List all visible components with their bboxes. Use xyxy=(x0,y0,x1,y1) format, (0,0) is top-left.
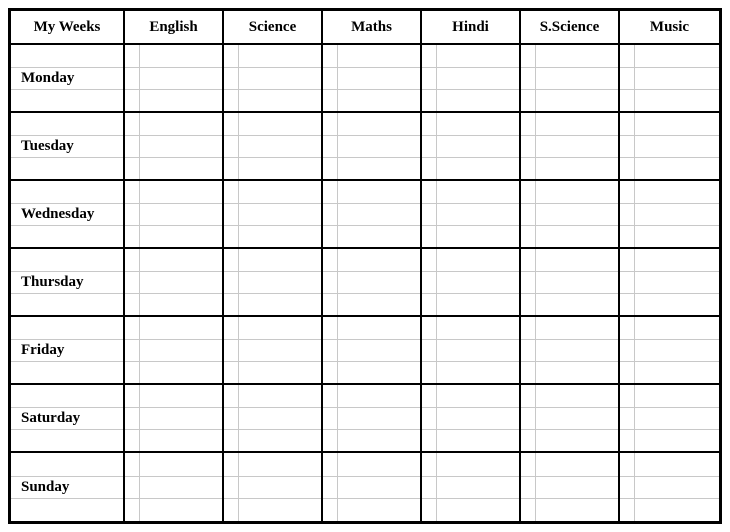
header-label: Music xyxy=(620,11,719,43)
table-row: Friday xyxy=(11,317,719,385)
subject-cell xyxy=(125,317,224,383)
subject-cell xyxy=(125,453,224,521)
subject-cell xyxy=(620,317,719,383)
day-label: Saturday xyxy=(11,385,123,451)
subject-cell xyxy=(323,385,422,451)
subject-cell xyxy=(224,385,323,451)
subject-cell xyxy=(125,181,224,247)
subject-cell xyxy=(521,181,620,247)
header-label: Science xyxy=(224,11,321,43)
table-row: Sunday xyxy=(11,453,719,521)
day-label: Thursday xyxy=(11,249,123,315)
subject-cell xyxy=(422,317,521,383)
header-label: S.Science xyxy=(521,11,618,43)
subject-cell xyxy=(521,385,620,451)
subject-cell xyxy=(422,385,521,451)
subject-cell xyxy=(422,181,521,247)
header-cell-science: Science xyxy=(224,11,323,43)
subject-cell xyxy=(521,45,620,111)
subject-cell xyxy=(422,249,521,315)
subject-cell xyxy=(125,45,224,111)
subject-cell xyxy=(323,317,422,383)
day-cell: Wednesday xyxy=(11,181,125,247)
subject-cell xyxy=(125,249,224,315)
subject-cell xyxy=(224,453,323,521)
header-label: Maths xyxy=(323,11,420,43)
subject-cell xyxy=(323,45,422,111)
header-row: My Weeks English Science Maths Hindi S.S… xyxy=(11,11,719,45)
subject-cell xyxy=(323,453,422,521)
day-cell: Tuesday xyxy=(11,113,125,179)
day-label: Friday xyxy=(11,317,123,383)
subject-cell xyxy=(224,113,323,179)
day-cell: Sunday xyxy=(11,453,125,521)
subject-cell xyxy=(422,453,521,521)
subject-cell xyxy=(620,45,719,111)
day-cell: Friday xyxy=(11,317,125,383)
header-label: Hindi xyxy=(422,11,519,43)
subject-cell xyxy=(224,45,323,111)
day-label: Sunday xyxy=(11,453,123,521)
subject-cell xyxy=(323,181,422,247)
table-row: Saturday xyxy=(11,385,719,453)
subject-cell xyxy=(521,113,620,179)
subject-cell xyxy=(521,453,620,521)
subject-cell xyxy=(422,45,521,111)
day-label: Wednesday xyxy=(11,181,123,247)
subject-cell xyxy=(620,181,719,247)
subject-cell xyxy=(323,249,422,315)
subject-cell xyxy=(620,385,719,451)
subject-cell xyxy=(125,113,224,179)
header-cell-hindi: Hindi xyxy=(422,11,521,43)
day-cell: Monday xyxy=(11,45,125,111)
header-cell-sscience: S.Science xyxy=(521,11,620,43)
weekly-timetable: My Weeks English Science Maths Hindi S.S… xyxy=(8,8,722,524)
subject-cell xyxy=(521,249,620,315)
subject-cell xyxy=(323,113,422,179)
subject-cell xyxy=(224,249,323,315)
subject-cell xyxy=(620,113,719,179)
table-row: Thursday xyxy=(11,249,719,317)
subject-cell xyxy=(620,453,719,521)
table-row: Tuesday xyxy=(11,113,719,181)
day-cell: Thursday xyxy=(11,249,125,315)
header-cell-english: English xyxy=(125,11,224,43)
subject-cell xyxy=(620,249,719,315)
subject-cell xyxy=(125,385,224,451)
header-cell-music: Music xyxy=(620,11,719,43)
day-label: Monday xyxy=(11,45,123,111)
table-row: Monday xyxy=(11,45,719,113)
subject-cell xyxy=(224,181,323,247)
table-row: Wednesday xyxy=(11,181,719,249)
subject-cell xyxy=(521,317,620,383)
day-label: Tuesday xyxy=(11,113,123,179)
header-cell-maths: Maths xyxy=(323,11,422,43)
header-label: My Weeks xyxy=(11,11,123,43)
day-cell: Saturday xyxy=(11,385,125,451)
header-cell-weeks: My Weeks xyxy=(11,11,125,43)
subject-cell xyxy=(224,317,323,383)
header-label: English xyxy=(125,11,222,43)
subject-cell xyxy=(422,113,521,179)
